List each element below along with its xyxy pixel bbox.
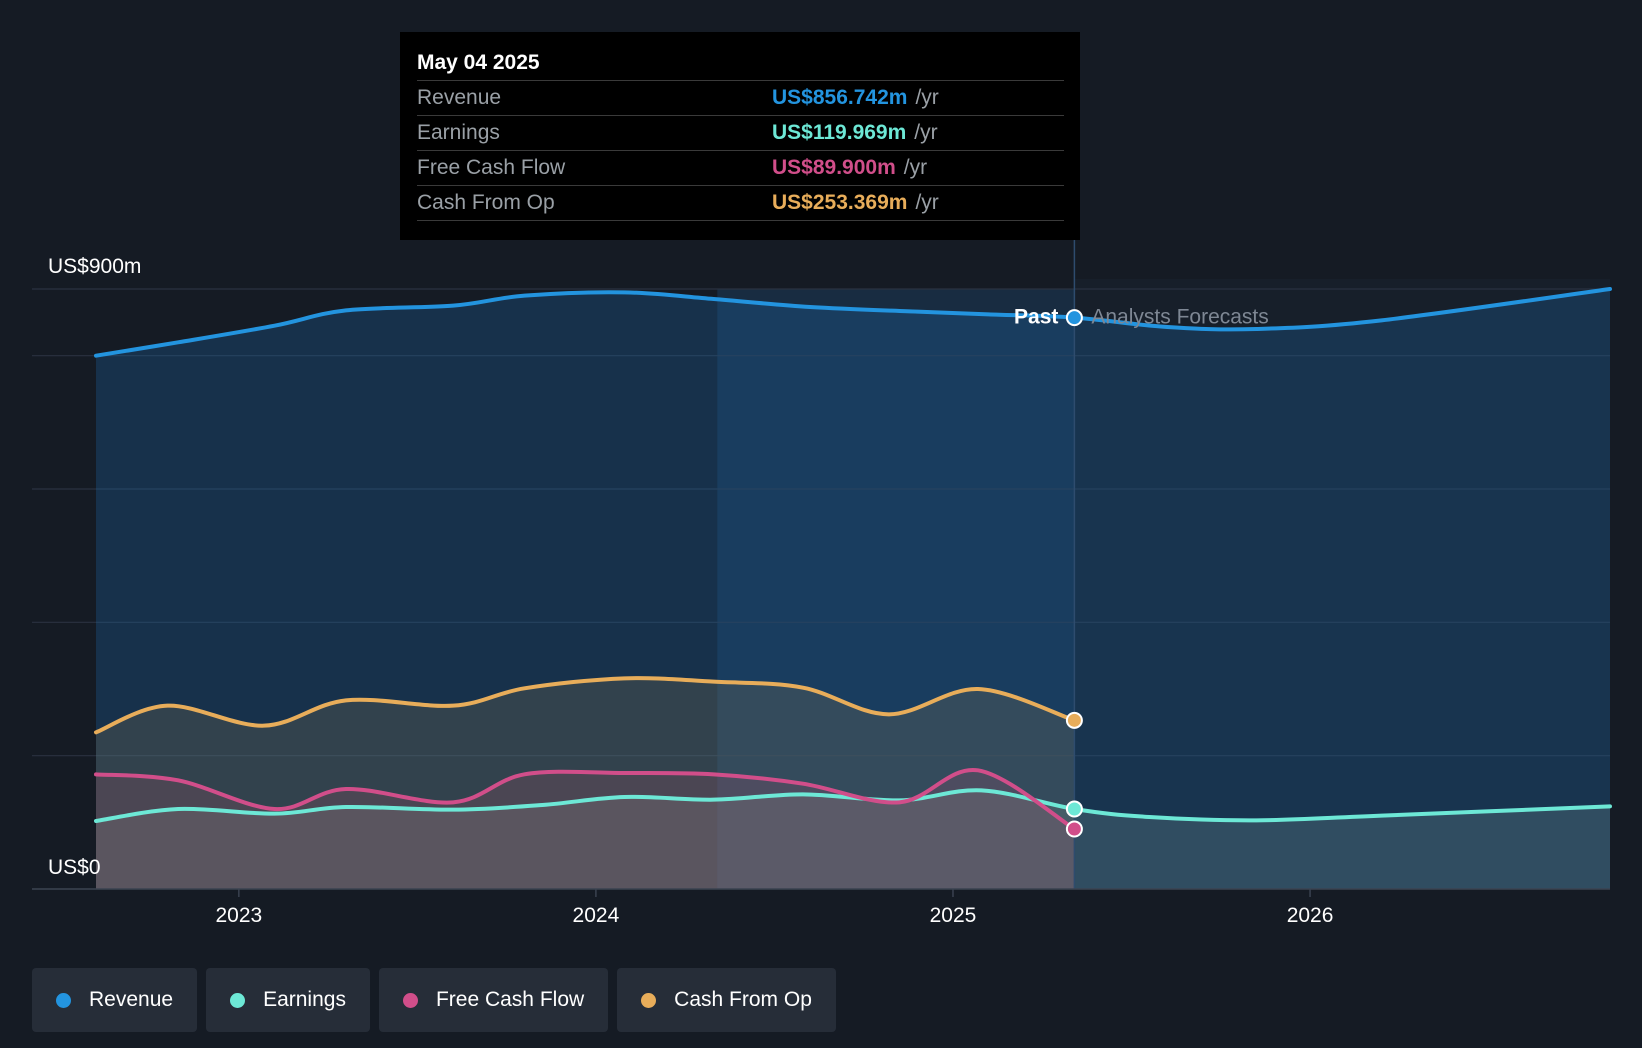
y-tick-label: US$900m [48,255,141,278]
tooltip-label: Earnings [417,121,500,144]
earnings-line [94,788,1612,823]
x-tick-label: 2023 [215,904,262,927]
x-axis-ticks: 2023 2024 2025 2026 [215,889,1333,927]
tooltip-value: US$119.969m [772,121,907,144]
tooltip-unit: /yr [915,86,939,109]
tooltip-unit: /yr [914,121,938,144]
legend-item-revenue[interactable]: Revenue [32,968,198,1032]
y-tick-label: US$0 [48,856,101,879]
tooltip: May 04 2025 Revenue US$856.742m /yr Earn… [400,32,1080,240]
x-tick-label: 2025 [930,904,977,927]
tooltip-row-revenue: Revenue US$856.742m /yr [417,81,1064,116]
free-cash-flow-line [94,768,1077,831]
legend-label: Cash From Op [674,988,812,1011]
tooltip-row-cash-from-op: Cash From Op US$253.369m /yr [417,186,1064,221]
free-cash-flow-marker [1065,820,1083,838]
tooltip-unit: /yr [903,156,928,179]
tooltip-date: May 04 2025 [417,46,1064,81]
tooltip-label: Free Cash Flow [417,156,566,179]
revenue-area [96,289,1610,889]
legend-label: Earnings [263,988,346,1011]
forecast-label: Analysts Forecasts [1091,306,1268,329]
earnings-dot-icon [230,992,246,1008]
forecast-region [1074,279,1610,889]
legend: Revenue Earnings Free Cash Flow Cash Fro… [32,968,836,1032]
y-axis-ticks: US$900m US$0 [48,255,141,879]
series-areas [96,289,1610,889]
cash-from-op-dot-icon [641,992,657,1008]
free-cash-flow-dot-icon [402,992,418,1008]
tooltip-row-free-cash-flow: Free Cash Flow US$89.900m /yr [417,151,1064,186]
earnings-area [96,790,1610,889]
legend-item-free-cash-flow[interactable]: Free Cash Flow [378,968,609,1032]
earnings-marker [1065,800,1083,818]
revenue-line [94,287,1612,358]
tooltip-unit: /yr [915,191,939,214]
tooltip-label: Cash From Op [417,191,555,214]
legend-label: Free Cash Flow [435,988,585,1011]
x-tick-label: 2026 [1287,904,1334,927]
revenue-marker [1065,309,1083,327]
tooltip-label: Revenue [417,86,502,109]
free-cash-flow-area [96,769,1075,889]
series-lines [94,287,1612,831]
legend-label: Revenue [89,988,174,1011]
tooltip-value: US$89.900m [772,156,896,179]
cash-from-op-marker [1065,711,1083,729]
x-tick-label: 2024 [573,904,620,927]
past-label: Past [1014,306,1058,329]
series-end-markers [1065,309,1083,838]
tooltip-value: US$253.369m [772,191,908,214]
tooltip-row-earnings: Earnings US$119.969m /yr [417,116,1064,151]
legend-item-cash-from-op[interactable]: Cash From Op [617,968,836,1032]
revenue-dot-icon [56,992,71,1008]
legend-item-earnings[interactable]: Earnings [206,968,370,1032]
cash-from-op-area [96,678,1075,889]
tooltip-value: US$856.742m [772,86,908,109]
cash-from-op-line [94,676,1077,735]
